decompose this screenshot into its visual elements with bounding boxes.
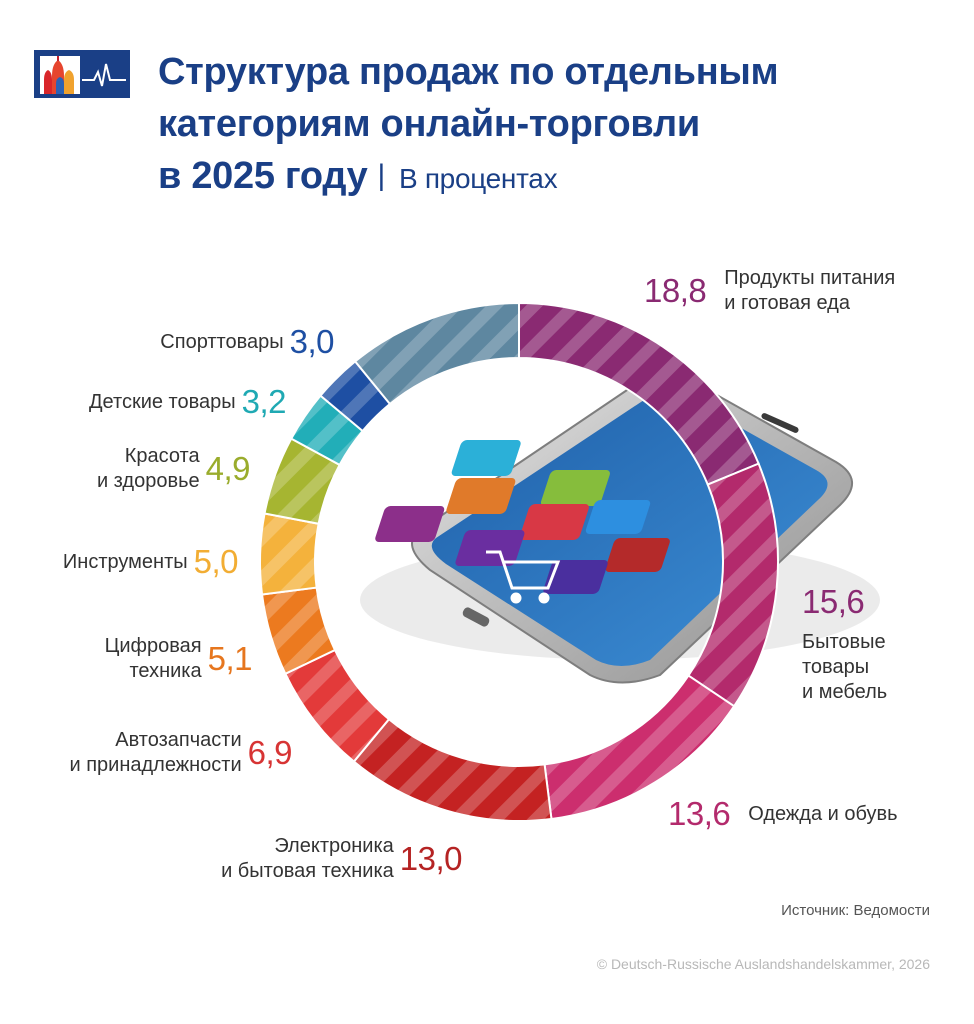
category-auto-line2: и принадлежности xyxy=(69,754,242,776)
label-clothing: 13,6 Одежда и обувь xyxy=(668,796,898,832)
app-icon xyxy=(585,500,651,534)
category-household-line2: товары xyxy=(802,656,870,678)
copyright: © Deutsch-Russische Auslandshandelskamme… xyxy=(596,956,930,972)
category-digital-line2: техника xyxy=(129,660,202,682)
category-auto-line1: Автозапчасти xyxy=(115,729,242,751)
donut-segment-stripes-1 xyxy=(688,463,779,707)
category-clothing: Одежда и обувь xyxy=(748,802,898,825)
donut-segment-stripes-5 xyxy=(262,587,335,674)
label-digital: Цифровая техника 5,1 xyxy=(104,634,253,684)
value-tools: 5,0 xyxy=(193,543,239,580)
category-household-line1: Бытовые xyxy=(802,631,886,653)
app-icon xyxy=(375,506,445,542)
label-kids: Детские товары 3,2 xyxy=(89,383,287,420)
value-beauty: 4,9 xyxy=(205,450,251,487)
value-kids: 3,2 xyxy=(241,383,287,420)
app-icon xyxy=(451,440,521,476)
value-electronics: 13,0 xyxy=(399,840,463,877)
app-icon xyxy=(605,538,670,572)
donut-segment-stripes-0 xyxy=(519,303,759,485)
donut-segment-stripes-2 xyxy=(544,675,735,819)
label-electronics: Электроника и бытовая техника 13,0 xyxy=(221,834,462,884)
app-icon xyxy=(543,560,608,594)
title-separator: | xyxy=(377,159,385,192)
donut-ring xyxy=(259,301,779,822)
category-food-line1: Продукты питания xyxy=(724,267,896,289)
title-line-1: Структура продаж по отдельным xyxy=(158,51,779,93)
value-sport: 3,0 xyxy=(289,323,335,360)
label-tools: Инструменты 5,0 xyxy=(62,543,239,580)
title-line-3: в 2025 году xyxy=(158,155,368,197)
category-electronics-line1: Электроника xyxy=(274,835,394,857)
title-line-2: категориям онлайн-торговли xyxy=(158,103,700,145)
category-food-line2: и готовая еда xyxy=(724,292,850,314)
label-beauty: Красота и здоровье 4,9 xyxy=(96,444,251,494)
phone-port xyxy=(462,607,490,627)
label-auto: Автозапчасти и принадлежности 6,9 xyxy=(69,728,292,778)
donut-segment-stripes-10 xyxy=(355,303,519,405)
donut-segment-stripes-3 xyxy=(353,719,552,821)
shopping-cart-icon xyxy=(486,550,561,604)
label-household: 15,6 Бытовые товары и мебель xyxy=(802,584,887,705)
title-unit: В процентах xyxy=(398,163,558,194)
source-note: Источник: Ведомости xyxy=(781,902,930,919)
value-digital: 5,1 xyxy=(207,640,253,677)
donut-segment-stripes-6 xyxy=(260,513,319,595)
value-auto: 6,9 xyxy=(247,734,293,771)
category-electronics-line2: и бытовая техника xyxy=(221,860,394,882)
category-beauty-line1: Красота xyxy=(124,445,200,467)
app-icon xyxy=(540,470,610,506)
category-digital-line1: Цифровая xyxy=(104,635,202,657)
phone-speaker xyxy=(761,413,799,433)
donut-segment-stripes-9 xyxy=(320,361,390,431)
app-icons xyxy=(375,440,670,594)
donut-segment-stripes-8 xyxy=(291,395,363,465)
value-clothing: 13,6 xyxy=(668,795,731,832)
donut-segment-stripes-7 xyxy=(264,438,340,524)
donut-segment-stripes-4 xyxy=(285,650,389,762)
category-tools: Инструменты xyxy=(62,550,188,573)
category-kids: Детские товары xyxy=(89,390,236,413)
label-food: 18,8 Продукты питания и готовая еда xyxy=(644,266,895,316)
label-sport: Спорттовары 3,0 xyxy=(160,324,334,360)
app-icon xyxy=(519,504,589,540)
ahk-logo-icon xyxy=(34,50,130,98)
category-sport: Спорттовары xyxy=(160,330,284,353)
page-title: Структура продаж по отдельным категориям… xyxy=(158,46,779,205)
value-food: 18,8 xyxy=(644,272,707,309)
category-beauty-line2: и здоровье xyxy=(96,470,200,492)
value-household: 15,6 xyxy=(802,583,865,620)
app-icon xyxy=(455,530,525,566)
app-icon xyxy=(446,478,516,514)
category-household-line3: и мебель xyxy=(802,681,888,703)
